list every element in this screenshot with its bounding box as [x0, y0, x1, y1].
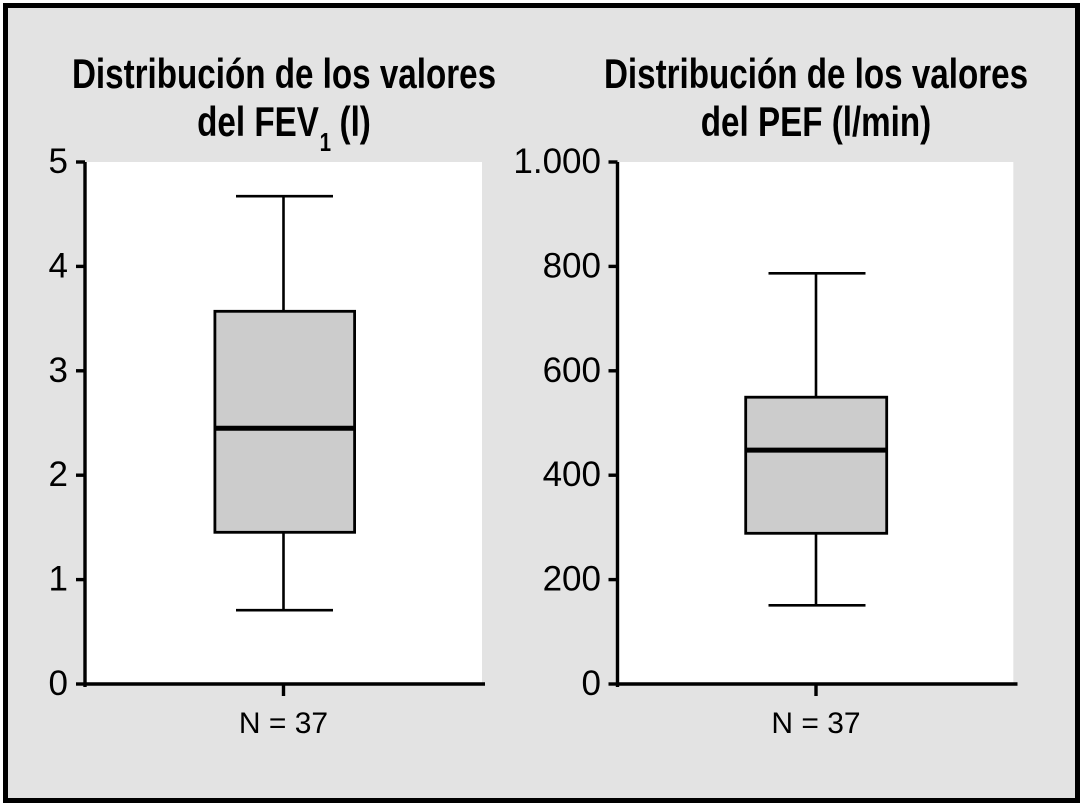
svg-text:200: 200: [543, 560, 601, 599]
svg-text:3: 3: [49, 351, 68, 390]
svg-text:0: 0: [582, 664, 601, 703]
svg-text:N = 37: N = 37: [239, 707, 328, 740]
svg-text:800: 800: [543, 246, 601, 285]
svg-text:5: 5: [49, 142, 68, 181]
svg-text:N = 37: N = 37: [771, 707, 860, 740]
svg-text:2: 2: [49, 455, 68, 494]
svg-text:1.000: 1.000: [513, 142, 601, 181]
svg-text:600: 600: [543, 351, 601, 390]
svg-text:0: 0: [49, 664, 68, 703]
svg-text:1: 1: [49, 560, 68, 599]
svg-text:400: 400: [543, 455, 601, 494]
svg-text:4: 4: [49, 246, 68, 285]
